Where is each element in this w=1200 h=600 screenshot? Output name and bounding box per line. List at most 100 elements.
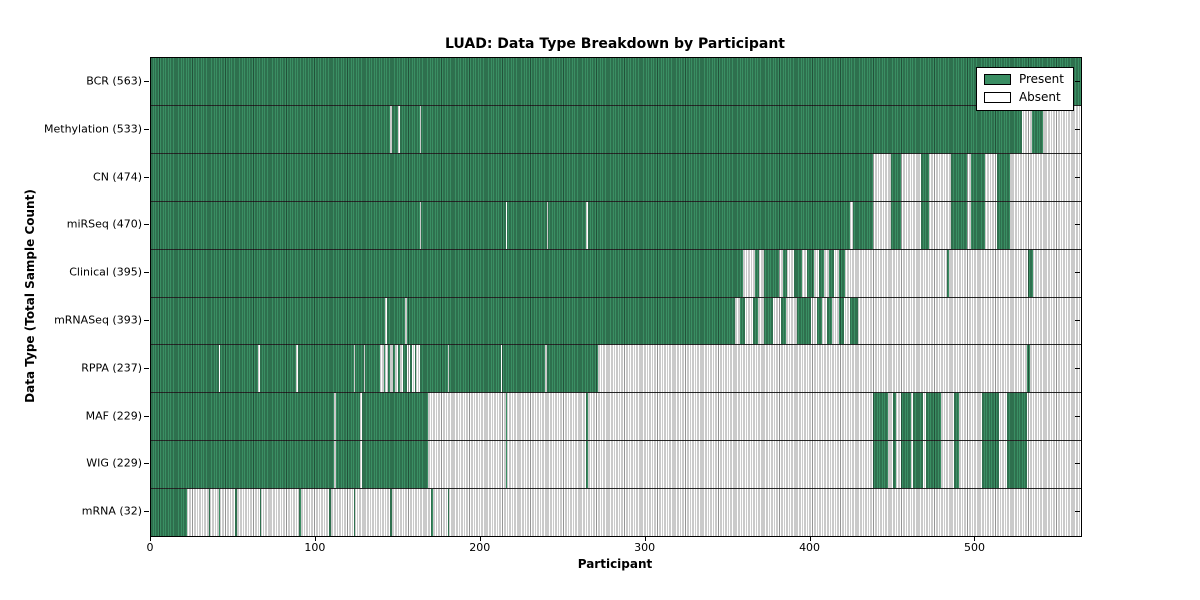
present-segment (151, 489, 188, 537)
present-segment (151, 345, 219, 393)
present-segment (764, 249, 780, 297)
legend-absent-label: Absent (1018, 90, 1061, 104)
present-segment (419, 345, 448, 393)
present-segment (954, 441, 959, 489)
ytick-mark (144, 415, 149, 417)
present-segment (1026, 345, 1030, 393)
present-segment (996, 153, 1011, 201)
ytick-mark-right (1075, 463, 1080, 465)
present-segment (926, 393, 941, 441)
row-mRNA (151, 488, 1081, 537)
present-segment (393, 345, 396, 393)
present-segment (507, 201, 547, 249)
present-segment (754, 249, 760, 297)
row-RPPA (151, 344, 1081, 393)
ytick-label-BCR: BCR (563) (86, 74, 142, 88)
present-segment (950, 153, 968, 201)
row-MAF (151, 392, 1081, 441)
present-segment (891, 153, 902, 201)
present-segment (893, 441, 897, 489)
present-segment (586, 393, 588, 441)
present-segment (447, 489, 450, 537)
present-segment (954, 393, 959, 441)
present-segment (586, 441, 588, 489)
present-segment (817, 297, 823, 345)
present-segment (982, 441, 999, 489)
present-segment (151, 105, 391, 153)
present-segment (947, 249, 950, 297)
present-segment (827, 297, 832, 345)
ytick-mark-right (1075, 224, 1080, 226)
ytick-mark-right (1075, 272, 1080, 274)
legend: Present Absent (975, 67, 1074, 111)
present-segment (970, 201, 986, 249)
ytick-label-RPPA: RPPA (237) (81, 361, 142, 375)
present-segment (764, 297, 773, 345)
xtick-mark (644, 536, 646, 541)
present-swatch (983, 74, 1011, 85)
present-segment (828, 249, 834, 297)
row-miRSeq (151, 200, 1081, 249)
present-segment (1006, 393, 1027, 441)
present-segment (912, 441, 923, 489)
present-segment (838, 249, 846, 297)
present-segment (797, 297, 811, 345)
present-segment (752, 297, 758, 345)
present-segment (926, 441, 941, 489)
xtick-label-400: 400 (799, 541, 821, 554)
present-segment (388, 345, 391, 393)
present-segment (782, 249, 788, 297)
present-segment (151, 249, 743, 297)
ytick-label-miRSeq: miRSeq (470) (66, 217, 142, 231)
present-segment (329, 489, 331, 537)
present-segment (386, 297, 405, 345)
present-segment (335, 441, 361, 489)
present-segment (431, 489, 433, 537)
present-segment (151, 393, 335, 441)
present-segment (505, 393, 508, 441)
ytick-label-Clinical: Clinical (395) (69, 265, 142, 279)
present-segment (151, 297, 386, 345)
ytick-mark (144, 367, 149, 369)
row-BCR (151, 58, 1081, 105)
xtick-label-100: 100 (304, 541, 326, 554)
xtick-mark (809, 536, 811, 541)
ytick-label-mRNA: mRNA (32) (81, 504, 142, 518)
ytick-mark-right (1075, 80, 1080, 82)
present-segment (1006, 441, 1027, 489)
present-segment (921, 201, 930, 249)
ytick-mark (144, 511, 149, 513)
present-segment (365, 345, 381, 393)
present-segment (335, 393, 361, 441)
present-segment (353, 489, 356, 537)
ytick-label-CN: CN (474) (93, 170, 142, 183)
x-axis-label: Participant (577, 557, 653, 571)
ytick-mark-right (1075, 511, 1080, 513)
present-segment (970, 153, 986, 201)
xtick-label-300: 300 (634, 541, 656, 554)
ytick-mark (144, 463, 149, 465)
ytick-mark (144, 128, 149, 130)
ytick-mark (144, 272, 149, 274)
row-Clinical (151, 248, 1081, 297)
present-segment (873, 393, 889, 441)
xtick-label-0: 0 (146, 541, 154, 554)
xtick-label-500: 500 (963, 541, 985, 554)
ytick-mark (144, 80, 149, 82)
present-segment (850, 297, 859, 345)
xtick-mark (974, 536, 976, 541)
ytick-mark-right (1075, 415, 1080, 417)
present-segment (399, 105, 420, 153)
ytick-label-Methylation: Methylation (533) (44, 122, 142, 136)
chart-title: LUAD: Data Type Breakdown by Participant (445, 36, 785, 52)
ytick-mark (144, 319, 149, 321)
present-segment (1031, 105, 1044, 153)
xtick-mark (314, 536, 316, 541)
rows-container (151, 58, 1081, 537)
legend-present-label: Present (1018, 72, 1064, 86)
present-segment (818, 249, 824, 297)
present-segment (220, 345, 259, 393)
xtick-label-200: 200 (469, 541, 491, 554)
present-segment (151, 153, 874, 201)
present-segment (259, 489, 262, 537)
